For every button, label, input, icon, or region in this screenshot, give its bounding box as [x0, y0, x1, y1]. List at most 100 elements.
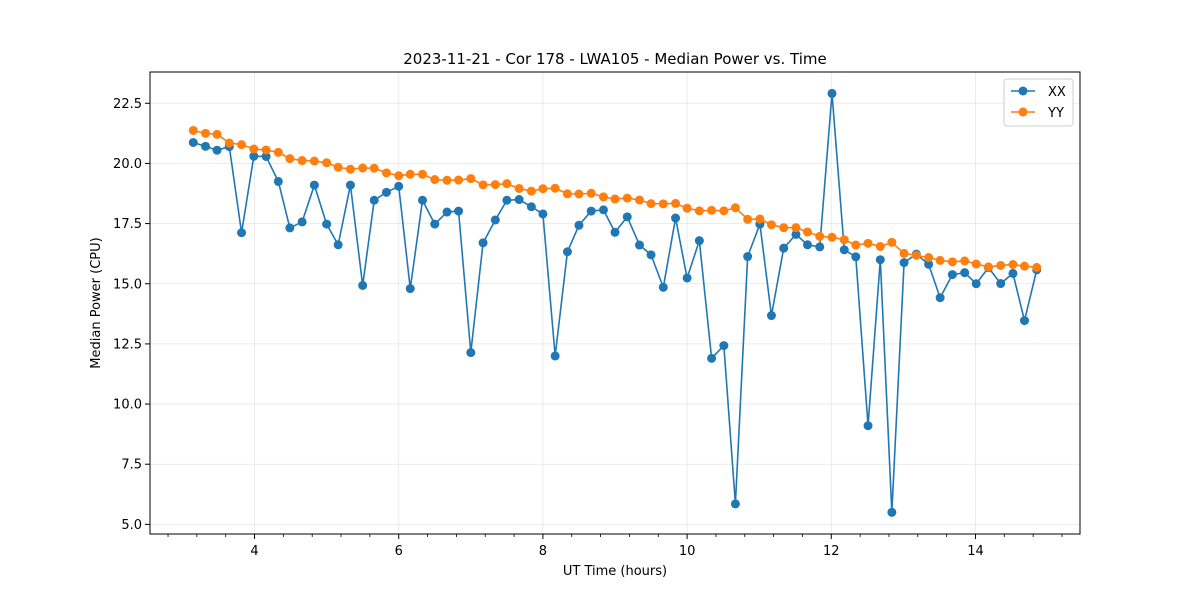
data-point-xx — [947, 270, 957, 280]
data-point-yy — [802, 227, 812, 237]
legend-marker-xx — [1018, 86, 1028, 96]
data-point-yy — [212, 129, 222, 139]
data-point-yy — [671, 198, 681, 208]
x-tick-label: 8 — [539, 544, 547, 559]
data-point-yy — [743, 214, 753, 224]
data-point-yy — [394, 171, 404, 181]
data-point-yy — [935, 255, 945, 265]
data-point-yy — [1032, 262, 1042, 272]
data-point-xx — [682, 273, 692, 283]
data-point-yy — [574, 189, 584, 199]
data-point-yy — [924, 253, 934, 263]
data-point-yy — [405, 169, 415, 179]
data-point-xx — [369, 195, 379, 205]
data-point-xx — [502, 195, 512, 205]
data-point-yy — [333, 162, 343, 172]
data-point-xx — [526, 202, 536, 212]
data-point-yy — [538, 184, 548, 194]
legend-label-xx: XX — [1048, 85, 1066, 100]
y-tick-label: 20.0 — [113, 157, 142, 172]
data-point-yy — [839, 235, 849, 245]
data-point-xx — [442, 207, 452, 217]
plot-area — [150, 72, 1080, 534]
legend-marker-yy — [1018, 107, 1028, 117]
data-point-yy — [1008, 260, 1018, 269]
data-point-xx — [779, 243, 789, 253]
data-point-yy — [983, 262, 993, 272]
data-point-yy — [224, 138, 234, 148]
data-point-yy — [911, 250, 921, 260]
data-point-yy — [755, 214, 765, 224]
data-point-xx — [212, 145, 222, 155]
series-layer — [188, 88, 1042, 517]
data-point-xx — [201, 141, 211, 151]
data-point-yy — [658, 199, 668, 209]
data-point-xx — [1019, 316, 1029, 326]
data-point-xx — [766, 311, 776, 321]
data-point-xx — [924, 259, 934, 269]
data-point-yy — [863, 238, 873, 248]
chart-title: 2023-11-21 - Cor 178 - LWA105 - Median P… — [403, 50, 827, 68]
data-point-xx — [514, 195, 524, 205]
data-point-xx — [598, 205, 608, 215]
data-point-xx — [839, 245, 849, 255]
data-point-xx — [815, 242, 825, 252]
data-point-xx — [851, 252, 861, 262]
y-axis-title: Median Power (CPU) — [89, 237, 104, 368]
data-point-xx — [430, 219, 440, 229]
data-point-yy — [466, 174, 476, 184]
data-point-xx — [261, 151, 271, 161]
data-point-yy — [730, 203, 740, 213]
legend-items: XX YY — [1011, 85, 1066, 121]
y-tick-label: 22.5 — [113, 97, 142, 112]
data-point-yy — [694, 206, 704, 216]
data-point-yy — [707, 205, 717, 215]
data-point-xx — [478, 238, 488, 248]
data-point-yy — [490, 180, 500, 190]
y-tick-label: 12.5 — [113, 337, 142, 352]
data-point-xx — [791, 229, 801, 239]
data-point-yy — [285, 154, 295, 164]
data-point-yy — [430, 175, 440, 185]
data-point-yy — [188, 125, 198, 135]
data-point-yy — [1019, 261, 1029, 271]
data-point-yy — [875, 241, 885, 251]
data-point-yy — [827, 232, 837, 242]
legend: XX YY — [1003, 78, 1074, 127]
data-point-yy — [779, 223, 789, 233]
data-point-yy — [562, 189, 572, 199]
data-point-xx — [273, 176, 283, 186]
y-tick-label: 5.0 — [121, 518, 142, 533]
data-point-yy — [273, 147, 283, 157]
data-point-xx — [730, 499, 740, 509]
data-point-xx — [646, 250, 656, 260]
data-point-yy — [442, 175, 452, 185]
data-point-xx — [610, 227, 620, 237]
x-tick-label: 12 — [823, 544, 840, 559]
data-point-xx — [550, 351, 560, 361]
data-point-xx — [658, 282, 668, 292]
data-point-yy — [502, 179, 512, 189]
data-point-yy — [996, 260, 1006, 270]
data-point-xx — [405, 284, 415, 294]
data-point-yy — [418, 169, 428, 179]
data-point-yy — [971, 259, 981, 269]
data-point-xx — [707, 353, 717, 363]
data-point-yy — [381, 168, 391, 178]
data-point-xx — [743, 252, 753, 262]
data-point-yy — [719, 206, 729, 216]
y-tick-label: 10.0 — [113, 398, 142, 413]
data-point-xx — [394, 181, 404, 191]
data-point-xx — [899, 258, 909, 268]
data-point-yy — [454, 175, 464, 185]
data-point-xx — [466, 348, 476, 358]
data-point-xx — [719, 341, 729, 351]
data-point-yy — [815, 231, 825, 241]
data-point-xx — [960, 268, 970, 278]
data-point-xx — [971, 279, 981, 289]
data-point-yy — [887, 237, 897, 247]
data-point-xx — [285, 223, 295, 233]
axis-ticks: 4 6 8 10 12 14 5.0 7.5 10.0 12.5 15.0 17.5 20.0 22.5 — [113, 97, 1063, 559]
data-point-xx — [694, 236, 704, 246]
data-point-xx — [586, 206, 596, 216]
